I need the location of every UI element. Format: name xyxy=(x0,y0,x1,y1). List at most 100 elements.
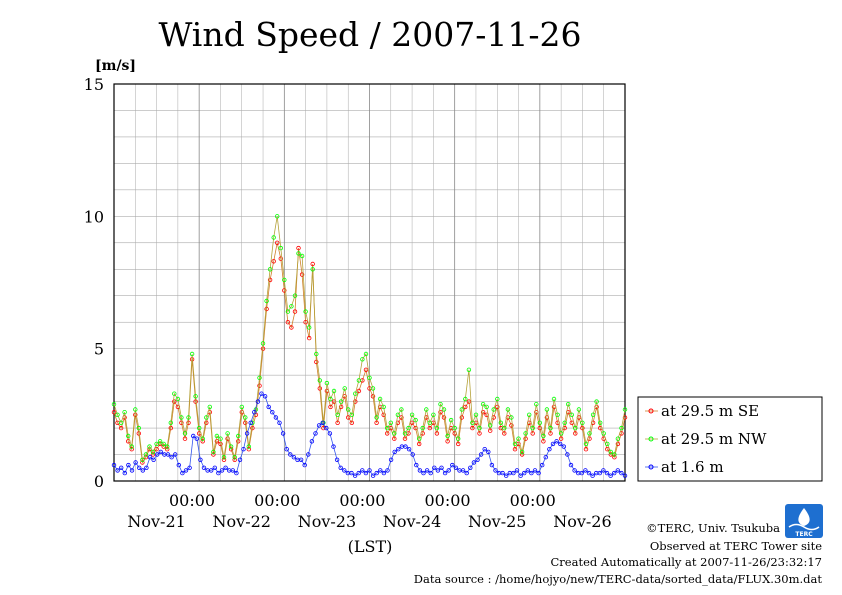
data-point xyxy=(537,420,542,425)
data-point xyxy=(314,359,319,365)
data-point xyxy=(228,444,234,449)
data-point xyxy=(285,320,291,325)
data-point xyxy=(221,455,227,460)
data-point xyxy=(111,462,117,468)
data-point xyxy=(189,351,195,357)
data-point xyxy=(353,399,358,404)
data-point xyxy=(310,261,315,267)
data-point xyxy=(291,455,297,460)
data-point xyxy=(441,415,447,420)
data-point xyxy=(241,447,246,452)
data-point xyxy=(169,455,174,460)
data-point xyxy=(218,441,223,447)
data-point xyxy=(154,447,159,452)
data-point xyxy=(327,431,333,436)
data-point xyxy=(562,420,567,425)
data-point xyxy=(282,277,287,283)
data-point xyxy=(374,415,379,420)
data-point xyxy=(356,388,362,394)
data-point xyxy=(307,325,312,330)
legend-marker xyxy=(648,464,654,470)
data-point xyxy=(324,425,329,431)
data-point xyxy=(349,412,354,417)
grid-lines xyxy=(114,84,625,481)
data-point xyxy=(482,447,487,452)
data-point xyxy=(367,468,372,473)
chart-title: Wind Speed / 2007-11-26 xyxy=(158,15,581,54)
data-point xyxy=(576,407,582,412)
x-tick-time-label: 00:00 xyxy=(510,491,556,510)
data-point xyxy=(417,441,422,447)
data-point xyxy=(453,465,459,470)
data-point xyxy=(428,470,433,476)
data-point xyxy=(309,439,315,444)
data-point xyxy=(303,320,308,325)
data-point xyxy=(583,468,588,473)
data-point xyxy=(356,470,361,476)
data-point xyxy=(604,470,610,476)
data-point xyxy=(143,452,149,457)
data-point xyxy=(516,436,521,441)
data-point xyxy=(277,420,282,425)
data-point xyxy=(239,404,244,410)
data-point xyxy=(122,470,127,476)
data-point xyxy=(491,407,496,412)
data-point xyxy=(586,470,592,476)
data-point xyxy=(572,468,577,473)
data-point xyxy=(573,425,578,431)
data-point xyxy=(442,470,448,476)
data-point xyxy=(392,431,397,436)
data-point xyxy=(164,447,170,452)
data-point xyxy=(257,383,262,388)
data-point xyxy=(385,468,390,473)
data-point xyxy=(317,378,322,383)
data-point xyxy=(388,457,394,462)
data-point xyxy=(259,391,264,396)
data-point xyxy=(622,407,628,412)
data-point xyxy=(140,457,145,462)
data-point xyxy=(554,439,559,444)
data-point xyxy=(129,444,134,449)
data-point xyxy=(527,412,532,417)
data-point xyxy=(296,251,301,256)
data-point xyxy=(605,447,610,452)
data-point xyxy=(194,436,199,441)
data-point xyxy=(234,470,239,476)
data-point xyxy=(558,436,564,441)
data-point xyxy=(282,288,287,293)
data-point xyxy=(367,375,372,380)
legend-label: at 29.5 m SE xyxy=(661,402,759,420)
data-point xyxy=(207,404,212,410)
data-point xyxy=(314,351,319,357)
data-point xyxy=(495,396,500,402)
data-point xyxy=(478,452,484,457)
data-point xyxy=(243,420,248,425)
legend-label: at 29.5 m NW xyxy=(661,430,767,448)
data-point xyxy=(244,431,250,436)
data-point xyxy=(514,468,520,473)
data-point xyxy=(402,436,408,441)
data-point xyxy=(509,415,514,420)
data-point xyxy=(536,470,541,476)
data-point xyxy=(129,447,134,452)
data-point xyxy=(243,415,248,420)
data-point xyxy=(198,457,203,462)
data-point xyxy=(488,423,493,428)
data-point xyxy=(186,415,191,420)
data-point xyxy=(363,351,369,357)
data-point xyxy=(232,455,237,460)
data-point xyxy=(230,468,235,473)
data-point xyxy=(349,420,354,425)
data-point xyxy=(257,375,262,380)
data-point xyxy=(377,396,383,402)
data-point xyxy=(385,425,390,431)
data-point xyxy=(278,245,283,251)
data-point xyxy=(211,452,216,457)
data-point xyxy=(292,293,298,298)
data-point xyxy=(450,462,455,468)
data-point xyxy=(456,436,461,441)
data-point xyxy=(475,457,480,462)
data-point xyxy=(608,473,613,478)
data-point xyxy=(569,412,574,417)
data-point xyxy=(427,420,432,425)
